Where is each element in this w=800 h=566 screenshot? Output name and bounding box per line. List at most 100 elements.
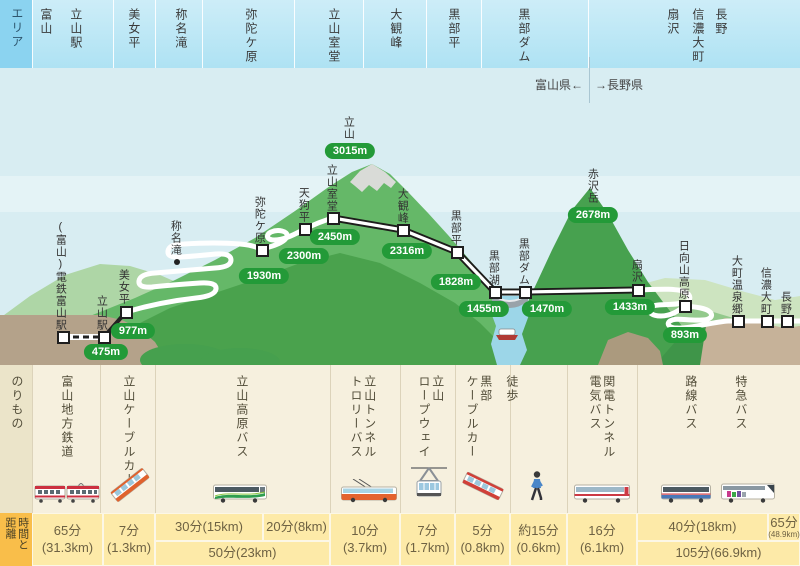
time-value: 30分(15km) xyxy=(175,518,243,534)
elevation-badge: 1828m xyxy=(430,274,482,290)
station-label: 日向山高原 xyxy=(677,240,690,300)
time-distance-cell: 7分 (1.7km) xyxy=(401,514,454,565)
area-label: エリア xyxy=(9,7,24,49)
vehicle-column-divider xyxy=(330,365,331,513)
express-bus-icon xyxy=(721,483,775,503)
highland-bus-icon xyxy=(213,484,267,503)
time-distance-cell: 10分 (3.7km) xyxy=(331,514,399,565)
time-value: 105分(66.9km) xyxy=(675,545,762,561)
station-marker xyxy=(98,331,111,344)
vehicle-name-label: 路線バス xyxy=(683,375,698,431)
train-icon xyxy=(34,483,100,503)
station-marker xyxy=(489,286,502,299)
station-marker xyxy=(451,246,464,259)
time-distance-cell: 105分(66.9km) xyxy=(638,541,799,565)
elevation-badge: 2300m xyxy=(278,248,330,264)
trolleybus-icon xyxy=(341,479,397,503)
elevation-badge: 2450m xyxy=(309,229,361,245)
header-station-label: 扇沢 xyxy=(665,8,680,36)
time-value: 20分(8km) xyxy=(266,518,327,534)
vehicle-name-label: 富山地方鉄道 xyxy=(59,375,74,459)
vehicle-column-divider xyxy=(32,365,33,513)
elevation-badge: 1930m xyxy=(238,268,290,284)
distance-value: (1.3km) xyxy=(106,539,152,555)
header-column-divider xyxy=(481,0,482,68)
station-marker xyxy=(256,244,269,257)
time-distance-cell: 30分(15km) xyxy=(156,514,262,540)
prefecture-label-toyama: 富山県← xyxy=(534,78,583,92)
vehicle-name-label: 立山トンネル トロリーバス xyxy=(349,375,377,459)
vehicle-column-divider xyxy=(400,365,401,513)
vehicle-column-divider xyxy=(100,365,101,513)
time-distance-cell: 5分 (0.8km) xyxy=(456,514,509,565)
waterfall-marker xyxy=(174,259,180,265)
vehicle-name-label: 黒部 ケーブルカー xyxy=(465,375,493,459)
vehicle-column-divider xyxy=(567,365,568,513)
distance-value: (0.6km) xyxy=(516,539,561,555)
time-row-label: 時間と 距離 xyxy=(4,517,29,550)
header-column-divider xyxy=(588,0,589,68)
header-column-divider xyxy=(426,0,427,68)
ropeway-gondola-icon xyxy=(411,467,447,497)
time-value: 5分 xyxy=(472,523,493,539)
header-column-divider xyxy=(363,0,364,68)
elevation-badge: 475m xyxy=(83,344,129,360)
elevation-badge: 977m xyxy=(110,323,156,339)
time-value: 65分 xyxy=(770,514,798,530)
time-distance-cell: 約15分 (0.6km) xyxy=(511,514,566,565)
snow-cap xyxy=(350,164,396,192)
station-label: 信濃大町 xyxy=(759,267,772,315)
area-header-band: エリア 富山 立山駅 美女平 称名滝 弥陀ケ原 立山室堂 大観峰 黒部平 黒部ダム 扇沢 信濃大町長… xyxy=(0,0,800,68)
terrain-illustration xyxy=(0,68,800,365)
time-distance-cell: 40分(18km) xyxy=(638,514,767,540)
vehicle-column-divider xyxy=(155,365,156,513)
station-label: 立山室堂 xyxy=(325,164,338,212)
elevation-badge: 1470m xyxy=(521,301,573,317)
header-station-label: 黒部ダム xyxy=(516,8,531,64)
header-column-divider xyxy=(294,0,295,68)
distance-value: (48.9km) xyxy=(768,530,800,540)
elevation-badge: 1455m xyxy=(458,301,510,317)
vehicle-name-label: 立山 ロープウェイ xyxy=(417,375,445,459)
header-station-label: 黒部平 xyxy=(446,8,461,50)
header-column-divider xyxy=(202,0,203,68)
station-label: 黒部ダム xyxy=(517,238,530,286)
kurobe-cablecar-icon xyxy=(462,471,504,501)
tunnel-lines xyxy=(329,214,642,296)
station-marker xyxy=(397,224,410,237)
walking-person-icon xyxy=(530,471,543,501)
electric-bus-icon xyxy=(574,484,630,503)
station-label: 扇沢 xyxy=(630,259,643,283)
header-column-divider xyxy=(155,0,156,68)
vehicles-header-cell: のりもの xyxy=(0,365,32,513)
station-label: 弥陀ケ原 xyxy=(253,196,266,244)
distance-value: (0.8km) xyxy=(460,539,505,555)
vehicle-name-label: 関電トンネル 電気バス xyxy=(588,375,616,459)
header-station-label: 富山 xyxy=(38,8,53,36)
station-label: 長野 xyxy=(779,291,792,315)
vehicle-column-divider xyxy=(637,365,638,513)
station-marker xyxy=(781,315,794,328)
distance-value: (31.3km) xyxy=(41,539,94,555)
station-marker xyxy=(57,331,70,344)
station-label: 黒部湖 xyxy=(487,250,500,286)
time-value: 約15分 xyxy=(518,523,559,539)
ground-right xyxy=(700,318,800,365)
station-label: 大観峰 xyxy=(396,188,409,224)
time-distance-cell: 16分 (6.1km) xyxy=(568,514,636,565)
station-label: 大町温泉郷 xyxy=(730,255,743,315)
time-value: 16分 xyxy=(588,523,616,539)
header-station-label: 立山駅 xyxy=(68,8,83,50)
station-marker xyxy=(120,306,133,319)
station-label: 立山駅 xyxy=(95,295,108,331)
prefecture-boundary-line xyxy=(589,57,590,103)
elevation-badge: 2316m xyxy=(381,243,433,259)
landmark-label: 称名滝 xyxy=(169,220,182,256)
area-header-cell: エリア xyxy=(0,0,32,68)
time-distance-cell: 7分 (1.3km) xyxy=(104,514,154,565)
vehicle-name-label: 立山高原バス xyxy=(234,375,249,459)
distance-value: (1.7km) xyxy=(405,539,450,555)
header-station-label: 美女平 xyxy=(126,8,141,50)
time-distance-cell: 65分 (48.9km) xyxy=(768,514,800,540)
